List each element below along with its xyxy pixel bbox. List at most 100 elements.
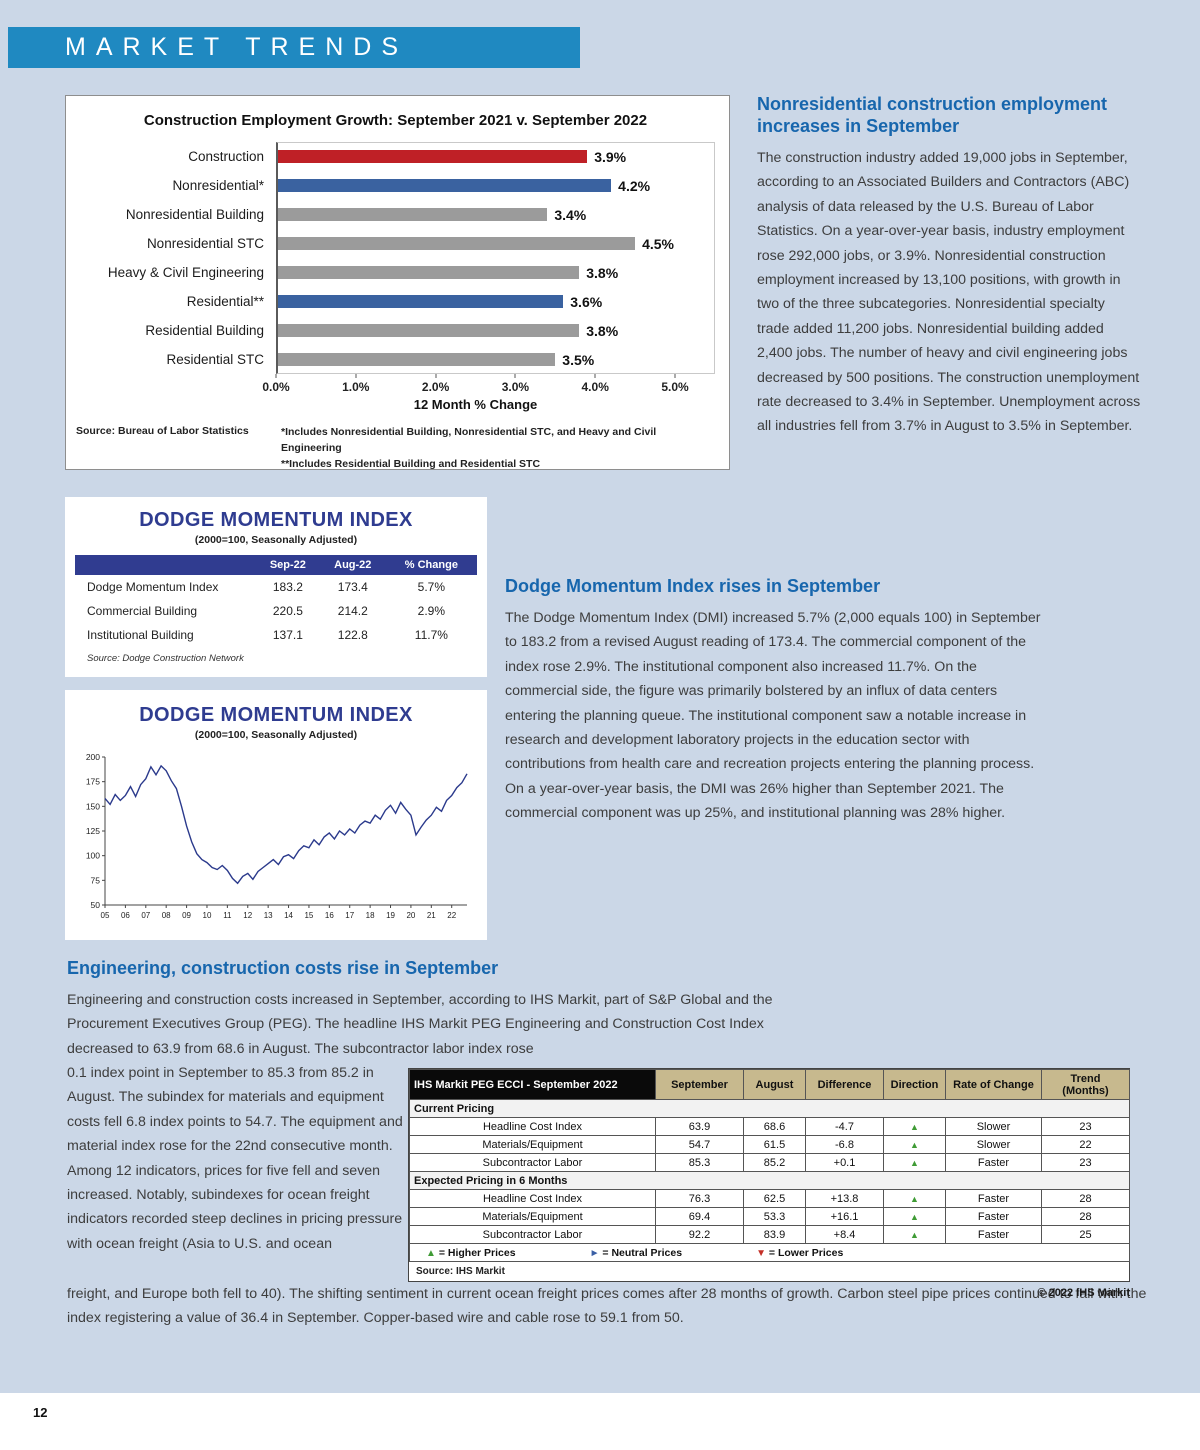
ihs-cell: 85.2 xyxy=(743,1153,806,1172)
employment-footnote-1: *Includes Nonresidential Building, Nonre… xyxy=(281,426,657,454)
ihs-column-header: Rate of Change xyxy=(945,1069,1042,1100)
direction-up-icon: ▲ xyxy=(910,1229,919,1240)
dodge-column-header: % Change xyxy=(385,555,477,575)
ihs-column-header: August xyxy=(743,1069,806,1100)
bar-row: Construction 3.9% xyxy=(76,142,715,171)
employment-footer: Source: Bureau of Labor Statistics *Incl… xyxy=(76,425,715,472)
bar-category-label: Residential** xyxy=(186,294,264,309)
dodge-column-header: Sep-22 xyxy=(255,555,320,575)
ihs-cell: Slower xyxy=(945,1117,1042,1136)
y-tick-label: 150 xyxy=(86,801,100,811)
x-tick-label: 10 xyxy=(203,911,212,920)
y-tick-label: 125 xyxy=(86,826,100,836)
employment-plot: Construction 3.9% Nonresidential* 4.2% Nonre… xyxy=(76,142,715,374)
direction-up-icon: ▲ xyxy=(910,1157,919,1168)
x-tick-label: 11 xyxy=(223,911,232,920)
bar-category-label: Nonresidential* xyxy=(172,178,264,193)
ihs-cell: Subcontractor Labor xyxy=(409,1225,656,1244)
ihs-direction-cell: ▲ xyxy=(883,1189,946,1208)
ihs-cell: 83.9 xyxy=(743,1225,806,1244)
dodge-table-panel: DODGE MOMENTUM INDEX (2000=100, Seasonal… xyxy=(65,497,487,677)
page-number: 12 xyxy=(33,1405,48,1420)
x-tick-label: 12 xyxy=(243,911,252,920)
bar-row: Nonresidential* 4.2% xyxy=(76,171,715,200)
axis-spacer xyxy=(76,374,276,395)
bar-scale: 4.2% xyxy=(276,178,675,194)
ihs-cell: +13.8 xyxy=(805,1189,884,1208)
x-tick-label: 16 xyxy=(325,911,334,920)
ihs-cell: Faster xyxy=(945,1189,1042,1208)
dodge-table-source: Source: Dodge Construction Network xyxy=(87,653,244,664)
bar xyxy=(276,150,588,163)
ihs-cell: +8.4 xyxy=(805,1225,884,1244)
ihs-legend: ▲ = Higher Prices ► = Neutral Prices ▼ = L… xyxy=(409,1243,1130,1262)
ihs-legend-row: ▲ = Higher Prices ► = Neutral Prices ▼ = L… xyxy=(409,1243,1130,1262)
article-costs-intro: Engineering and construction costs incre… xyxy=(67,992,773,1057)
direction-up-icon: ▲ xyxy=(910,1121,919,1132)
bar xyxy=(276,237,636,250)
ihs-table-section: IHS Markit PEG ECCI - September 2022 Sept… xyxy=(408,1068,1130,1299)
dodge-data-row: Dodge Momentum Index 183.2 173.4 5.7% xyxy=(75,575,477,599)
article-nonresidential-body: The construction industry added 19,000 j… xyxy=(757,150,1141,435)
ihs-cell: +16.1 xyxy=(805,1207,884,1226)
ihs-cell: 69.4 xyxy=(655,1207,744,1226)
ihs-data-row: Headline Cost Index 76.3 62.5 +13.8 ▲ Faster 2… xyxy=(409,1189,1130,1208)
x-tick-label: 09 xyxy=(182,911,191,920)
x-tick-label: 08 xyxy=(162,911,171,920)
article-costs-continuation: freight, and Europe both fell to 40). Th… xyxy=(67,1286,1147,1327)
employment-chart-panel: Construction Employment Growth: Septembe… xyxy=(65,95,730,470)
dodge-column-header xyxy=(75,555,256,575)
lower-prices-icon: ▼ xyxy=(756,1247,766,1259)
dodge-header-row: Sep-22 Aug-22% Change xyxy=(75,555,477,575)
ihs-direction-cell: ▲ xyxy=(883,1153,946,1172)
ihs-legend-item: ► = Neutral Prices xyxy=(590,1247,683,1259)
dodge-table-head: Sep-22 Aug-22% Change xyxy=(75,555,477,575)
ihs-cell: 85.3 xyxy=(655,1153,744,1172)
dodge-table-body: Dodge Momentum Index 183.2 173.4 5.7% Commer… xyxy=(75,575,477,647)
ihs-cell: 23 xyxy=(1041,1153,1130,1172)
ihs-section-label: Current Pricing xyxy=(409,1099,1130,1118)
axis-tickmark xyxy=(435,374,437,378)
ihs-header-row: IHS Markit PEG ECCI - September 2022 Sept… xyxy=(409,1069,1130,1100)
bar-category-label: Heavy & Civil Engineering xyxy=(107,265,264,280)
bar-value-label: 4.2% xyxy=(618,177,651,194)
ihs-cell: Materials/Equipment xyxy=(409,1207,656,1226)
dodge-table: Sep-22 Aug-22% Change Dodge Momentum Inde… xyxy=(75,555,477,647)
x-tick-label: 15 xyxy=(304,911,313,920)
x-tick-label: 18 xyxy=(366,911,375,920)
bar xyxy=(276,353,556,366)
y-tick-label: 200 xyxy=(86,752,100,762)
ihs-cell: Headline Cost Index xyxy=(409,1189,656,1208)
ihs-column-header: September xyxy=(655,1069,744,1100)
x-tick-label: 07 xyxy=(141,911,150,920)
neutral-prices-icon: ► xyxy=(589,1247,600,1259)
bar-value-label: 3.5% xyxy=(562,351,595,368)
ihs-cell: 53.3 xyxy=(743,1207,806,1226)
direction-up-icon: ▲ xyxy=(910,1193,919,1204)
ihs-cell: -4.7 xyxy=(805,1117,884,1136)
employment-axis-row: 0.0% 1.0% 2.0% 3.0% 4.0% 5.0% xyxy=(76,374,715,395)
ihs-cell: -6.8 xyxy=(805,1135,884,1154)
ihs-cell: 23 xyxy=(1041,1117,1130,1136)
bar xyxy=(276,295,564,308)
axis-tick-label: 2.0% xyxy=(421,380,450,394)
x-tick-label: 20 xyxy=(406,911,415,920)
axis-tick-label: 1.0% xyxy=(342,380,370,394)
ihs-table-title: IHS Markit PEG ECCI - September 2022 xyxy=(409,1069,656,1100)
ihs-data-row: Materials/Equipment 54.7 61.5 -6.8 ▲ Slower 22 xyxy=(409,1135,1130,1154)
bar xyxy=(276,324,580,337)
ihs-column-header: Direction xyxy=(883,1069,946,1100)
bar-category-label: Residential Building xyxy=(145,323,264,338)
y-tick-label: 50 xyxy=(91,900,101,910)
dodge-table-subtitle: (2000=100, Seasonally Adjusted) xyxy=(194,534,358,546)
bar-row: Residential STC 3.5% xyxy=(76,345,715,374)
axis-tickmark xyxy=(514,374,516,378)
ihs-table: IHS Markit PEG ECCI - September 2022 Sept… xyxy=(409,1069,1130,1262)
ihs-legend-label: = Neutral Prices xyxy=(599,1246,683,1259)
bar-scale: 3.8% xyxy=(276,323,675,339)
bar-scale: 3.9% xyxy=(276,149,675,165)
ihs-cell: 63.9 xyxy=(655,1117,744,1136)
y-tick-label: 100 xyxy=(86,851,100,861)
article-nonresidential: Nonresidential construction employment i… xyxy=(757,93,1141,439)
bar-row: Nonresidential Building 3.4% xyxy=(76,200,715,229)
